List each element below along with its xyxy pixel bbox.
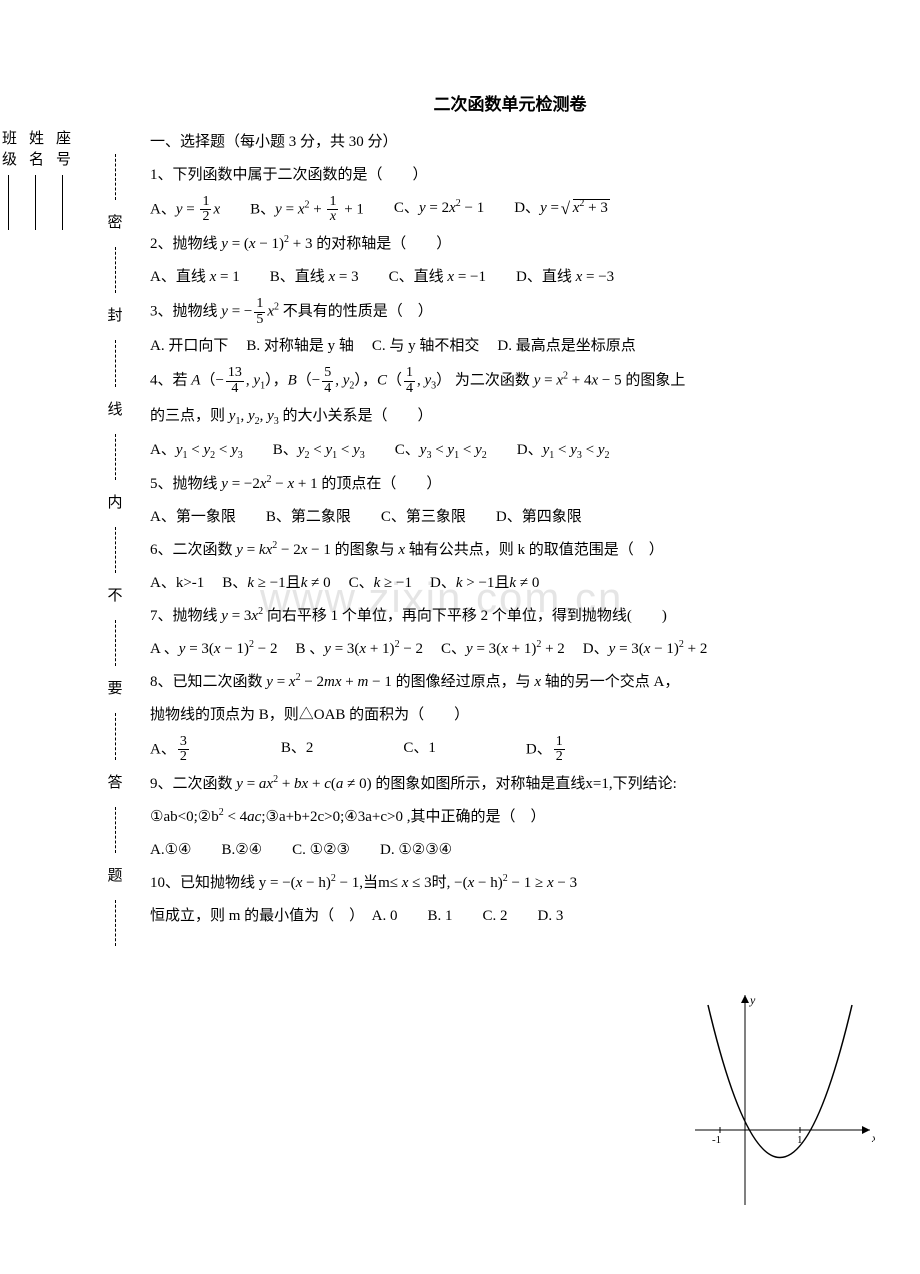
page-title: 二次函数单元检测卷 [150, 90, 870, 121]
seat-field: 座号 [48, 130, 75, 1210]
q7-opt-b: B 、y = 3(x + 1)2 − 2 [296, 636, 424, 663]
q6-stem: 6、二次函数 y = kx2 − 2x − 1 的图象与 x 轴有公共点，则 k… [150, 537, 870, 564]
q4-opt-b: B、y2 < y1 < y3 [273, 437, 365, 465]
q7-opt-c: C、y = 3(x + 1)2 + 2 [441, 636, 565, 663]
tick-neg1: -1 [712, 1134, 721, 1146]
q5-options: A、第一象限 B、第二象限 C、第三象限 D、第四象限 [150, 504, 870, 531]
q3-opt-b: B. 对称轴是 y 轴 [246, 333, 354, 360]
q5-opt-b: B、第二象限 [266, 504, 351, 531]
q9-stem-2: ①ab<0;②b2 < 4ac;③a+b+2c>0;④3a+c>0 ,其中正确的… [150, 804, 690, 831]
q5-stem: 5、抛物线 y = −2x2 − x + 1 的顶点在（ ） [150, 471, 870, 498]
q3-opt-d: D. 最高点是坐标原点 [497, 333, 635, 360]
q9-opt-a: A.①④ [150, 837, 191, 864]
q4-stem-1: 4、若 A（−134, y1），B（−54, y2），C（14, y3） 为二次… [150, 366, 870, 396]
q8-opt-d: D、12 [526, 735, 567, 765]
q1-stem: 1、下列函数中属于二次函数的是（ ） [150, 162, 870, 189]
q2-opt-b: B、直线 x = 3 [270, 264, 359, 291]
q6-options: A、k>-1 B、k ≥ −1且k ≠ 0 C、k ≥ −1 D、k > −1且… [150, 570, 870, 597]
seal-char-4: 不 [107, 583, 122, 610]
q9-opt-c: C. ①②③ [292, 837, 350, 864]
x-arrow-icon [862, 1126, 870, 1134]
q6-opt-b: B、k ≥ −1且k ≠ 0 [222, 570, 330, 597]
seal-char-7: 题 [107, 863, 122, 890]
q2-opt-c: C、直线 x = −1 [389, 264, 486, 291]
q7-opt-d: D、y = 3(x − 1)2 + 2 [583, 636, 708, 663]
q9-opt-b: B.②④ [221, 837, 262, 864]
q2-stem: 2、抛物线 y = (x − 1)2 + 3 的对称轴是（ ） [150, 231, 870, 258]
q7-options: A 、y = 3(x − 1)2 − 2 B 、y = 3(x + 1)2 − … [150, 636, 870, 663]
q8-opt-c: C、1 [403, 735, 436, 765]
y-arrow-icon [741, 995, 749, 1003]
q5-opt-a: A、第一象限 [150, 504, 236, 531]
class-field: 班级 [0, 130, 21, 1210]
q1-opt-c: C、y = 2x2 − 1 [394, 195, 484, 225]
q10-stem-1: 10、已知抛物线 y = −(x − h)2 − 1,当m≤ x ≤ 3时, −… [150, 870, 690, 897]
q6-opt-a: A、k>-1 [150, 570, 204, 597]
q3-options: A. 开口向下 B. 对称轴是 y 轴 C. 与 y 轴不相交 D. 最高点是坐… [150, 333, 870, 360]
binding-side: 座号 姓名 班级 学校 [45, 130, 75, 1210]
q9-options: A.①④ B.②④ C. ①②③ D. ①②③④ [150, 837, 870, 864]
q3-opt-c: C. 与 y 轴不相交 [372, 333, 480, 360]
y-label: y [749, 993, 756, 1007]
seal-char-1: 封 [107, 303, 122, 330]
q8-opt-b: B、2 [281, 735, 314, 765]
x-label: x [871, 1131, 875, 1145]
q3-stem: 3、抛物线 y = −15x2 不具有的性质是（ ） [150, 297, 870, 327]
q1-options: A、y = 12x B、y = x2 + 1x + 1 C、y = 2x2 − … [150, 195, 870, 225]
seal-line: 密 封 线 内 不 要 答 题 [100, 150, 130, 950]
q2-opt-d: D、直线 x = −3 [516, 264, 614, 291]
q9-stem-1: 9、二次函数 y = ax2 + bx + c(a ≠ 0) 的图象如图所示，对… [150, 771, 690, 798]
q7-opt-a: A 、y = 3(x − 1)2 − 2 [150, 636, 278, 663]
q6-opt-d: D、k > −1且k ≠ 0 [430, 570, 539, 597]
seal-char-2: 线 [107, 397, 122, 424]
q2-opt-a: A、直线 x = 1 [150, 264, 240, 291]
seal-char-5: 要 [107, 676, 122, 703]
q8-opt-a: A、32 [150, 735, 191, 765]
q1-opt-d: D、y = x2 + 3 [514, 195, 610, 225]
q8-options: A、32 B、2 C、1 D、12 [150, 735, 870, 765]
q7-stem: 7、抛物线 y = 3x2 向右平移 1 个单位，再向下平移 2 个单位，得到抛… [150, 603, 870, 630]
q4-options: A、y1 < y2 < y3 B、y2 < y1 < y3 C、y3 < y1 … [150, 437, 870, 465]
section-header: 一、选择题（每小题 3 分，共 30 分） [150, 129, 870, 156]
q3-opt-a: A. 开口向下 [150, 333, 228, 360]
q10-stem-2: 恒成立，则 m 的最小值为（ ） A. 0 B. 1 C. 2 D. 3 [150, 903, 870, 930]
q9-opt-d: D. ①②③④ [380, 837, 452, 864]
seal-char-0: 密 [107, 210, 122, 237]
q4-opt-c: C、y3 < y1 < y2 [395, 437, 487, 465]
seal-char-6: 答 [107, 770, 122, 797]
q6-opt-c: C、k ≥ −1 [349, 570, 412, 597]
seal-char-3: 内 [107, 490, 122, 517]
q9-graph: x y -1 1 [690, 990, 875, 1210]
name-label: 姓名 [27, 130, 43, 172]
class-label: 班级 [0, 130, 16, 172]
parabola-curve [708, 1005, 852, 1158]
seat-label: 座号 [54, 130, 70, 172]
q8-stem-2: 抛物线的顶点为 B，则△OAB 的面积为（ ） [150, 702, 870, 729]
q1-opt-b: B、y = x2 + 1x + 1 [250, 195, 364, 225]
name-field: 姓名 [21, 130, 48, 1210]
q2-options: A、直线 x = 1 B、直线 x = 3 C、直线 x = −1 D、直线 x… [150, 264, 870, 291]
q8-stem-1: 8、已知二次函数 y = x2 − 2mx + m − 1 的图像经过原点，与 … [150, 669, 870, 696]
q5-opt-d: D、第四象限 [496, 504, 582, 531]
q4-opt-d: D、y1 < y3 < y2 [517, 437, 610, 465]
q1-opt-a: A、y = 12x [150, 195, 220, 225]
q4-stem-2: 的三点，则 y1, y2, y3 的大小关系是（ ） [150, 403, 870, 431]
q4-opt-a: A、y1 < y2 < y3 [150, 437, 243, 465]
exam-content: 二次函数单元检测卷 一、选择题（每小题 3 分，共 30 分） 1、下列函数中属… [150, 90, 870, 936]
q5-opt-c: C、第三象限 [381, 504, 466, 531]
